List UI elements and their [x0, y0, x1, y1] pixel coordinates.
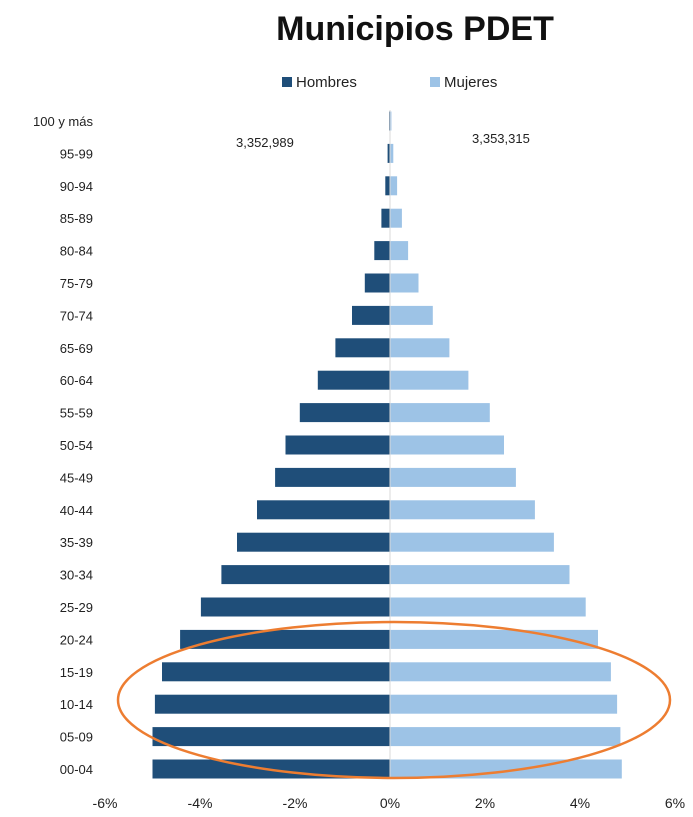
bars-group [152, 111, 622, 779]
category-label-25-29: 25-29 [60, 600, 93, 615]
category-label-95-99: 95-99 [60, 146, 93, 161]
category-label-60-64: 60-64 [60, 373, 93, 388]
x-tick-label-5: 4% [570, 795, 590, 811]
category-label-70-74: 70-74 [60, 308, 93, 323]
legend-label-mujeres: Mujeres [444, 74, 497, 91]
bar-hombres-05-09 [152, 727, 390, 747]
category-label-00-04: 00-04 [60, 762, 93, 777]
bar-mujeres-100-y-m-s [390, 111, 392, 131]
category-label-90-94: 90-94 [60, 179, 93, 194]
x-tick-label-6: 6% [665, 795, 685, 811]
category-label-100-y-m-s: 100 y más [33, 114, 93, 129]
bar-mujeres-90-94 [390, 176, 398, 196]
chart-title: Municipios PDET [276, 10, 554, 48]
category-label-45-49: 45-49 [60, 470, 93, 485]
bar-hombres-30-34 [221, 565, 390, 585]
category-label-35-39: 35-39 [60, 535, 93, 550]
bar-mujeres-55-59 [390, 403, 490, 423]
category-label-30-34: 30-34 [60, 568, 93, 583]
category-label-20-24: 20-24 [60, 632, 93, 647]
legend-swatch-mujeres [430, 77, 440, 87]
bar-mujeres-95-99 [390, 143, 394, 163]
legend-label-hombres: Hombres [296, 74, 357, 91]
bar-mujeres-15-19 [390, 662, 611, 682]
x-tick-label-4: 2% [475, 795, 495, 811]
x-tick-label-0: -6% [93, 795, 118, 811]
bar-mujeres-25-29 [390, 597, 586, 617]
bar-mujeres-35-39 [390, 532, 554, 552]
bar-hombres-40-44 [257, 500, 390, 520]
category-label-50-54: 50-54 [60, 438, 93, 453]
category-label-65-69: 65-69 [60, 341, 93, 356]
bar-mujeres-75-79 [390, 273, 419, 293]
legend: Hombres Mujeres [282, 74, 497, 91]
bar-mujeres-05-09 [390, 727, 621, 747]
bar-hombres-45-49 [275, 467, 391, 487]
x-tick-label-3: 0% [380, 795, 400, 811]
bar-hombres-55-59 [299, 403, 391, 423]
bar-hombres-35-39 [237, 532, 390, 552]
bar-mujeres-80-84 [390, 241, 409, 261]
bar-mujeres-65-69 [390, 338, 450, 358]
bar-hombres-90-94 [385, 176, 391, 196]
category-label-85-89: 85-89 [60, 211, 93, 226]
bar-hombres-70-74 [352, 305, 390, 325]
category-label-55-59: 55-59 [60, 406, 93, 421]
bar-mujeres-45-49 [390, 467, 516, 487]
category-label-10-14: 10-14 [60, 697, 93, 712]
bar-hombres-75-79 [364, 273, 390, 293]
category-label-80-84: 80-84 [60, 244, 93, 259]
bar-hombres-65-69 [335, 338, 390, 358]
bar-mujeres-30-34 [390, 565, 570, 585]
legend-swatch-hombres [282, 77, 292, 87]
bar-hombres-80-84 [374, 241, 390, 261]
bar-mujeres-40-44 [390, 500, 535, 520]
bar-hombres-10-14 [154, 694, 390, 714]
hombres-total-label: 3,352,989 [236, 135, 294, 150]
bar-hombres-25-29 [200, 597, 390, 617]
bar-mujeres-85-89 [390, 208, 402, 228]
bar-hombres-95-99 [387, 143, 390, 163]
bar-hombres-60-64 [317, 370, 390, 390]
bar-hombres-15-19 [162, 662, 390, 682]
mujeres-total-label: 3,353,315 [472, 131, 530, 146]
bar-hombres-20-24 [180, 629, 390, 649]
bar-mujeres-10-14 [390, 694, 618, 714]
x-tick-label-1: -4% [188, 795, 213, 811]
highlight-ellipse [116, 620, 672, 780]
bar-mujeres-70-74 [390, 305, 433, 325]
category-label-15-19: 15-19 [60, 665, 93, 680]
bar-hombres-85-89 [381, 208, 390, 228]
category-label-40-44: 40-44 [60, 503, 93, 518]
category-label-75-79: 75-79 [60, 276, 93, 291]
x-tick-label-2: -2% [283, 795, 308, 811]
bar-mujeres-00-04 [390, 759, 622, 779]
category-labels: 100 y más 95-99 90-94 85-89 80-84 75-79 70-74 6… [33, 114, 93, 777]
x-axis-tick-labels: -6% -4% -2% 0% 2% 4% 6% [93, 795, 686, 811]
bar-mujeres-60-64 [390, 370, 469, 390]
bar-hombres-50-54 [285, 435, 390, 455]
category-label-05-09: 05-09 [60, 730, 93, 745]
bar-mujeres-50-54 [390, 435, 504, 455]
